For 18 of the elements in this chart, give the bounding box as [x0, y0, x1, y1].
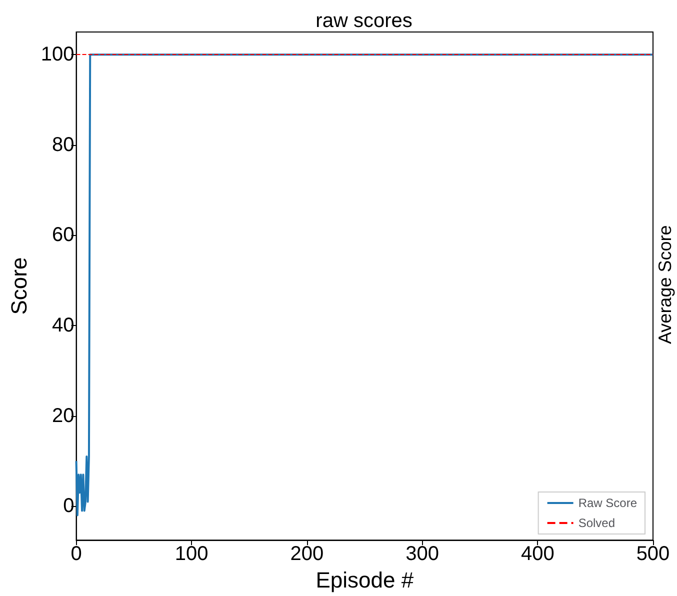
x-tick-label: 300	[406, 543, 439, 566]
y-tick-label: 0	[63, 495, 74, 518]
x-tick-label: 500	[636, 543, 670, 566]
y-tick-label: 40	[52, 314, 74, 337]
y-tick-label: 60	[52, 224, 74, 246]
legend-label: Raw Score	[578, 496, 638, 510]
text: Average Score	[655, 224, 676, 346]
y-tick-label: 100	[40, 44, 74, 66]
y-tick-label: 20	[52, 404, 74, 427]
x-tick-label: 100	[174, 543, 208, 566]
x-tick-label: 400	[520, 543, 554, 566]
x-axis-title: Episode #	[316, 568, 414, 592]
x-tick-label: 200	[290, 543, 324, 566]
legend-label: Solved	[578, 516, 616, 530]
chart-title: raw scores	[316, 10, 412, 32]
y-axis-title: Score	[6, 257, 32, 315]
y-tick-label: 80	[52, 134, 74, 156]
line-series	[75, 54, 654, 516]
